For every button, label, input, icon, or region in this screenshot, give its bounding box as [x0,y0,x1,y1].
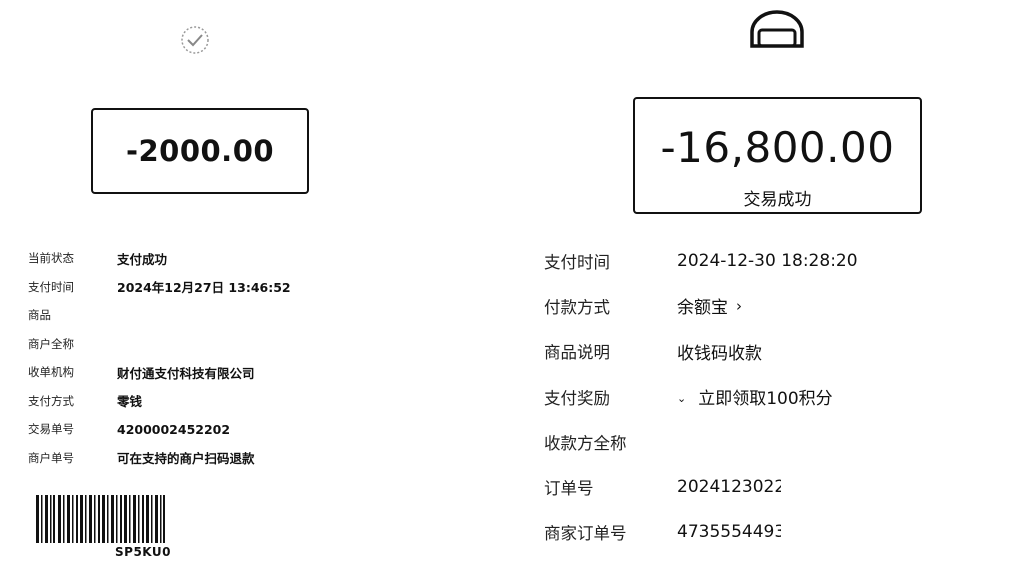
detail-row-payee-name: 收款方全称 [544,419,1014,464]
claim-points-link[interactable]: 立即领取100积分 [698,389,833,410]
detail-value: 2024123022 [677,477,781,498]
detail-label: 收单机构 [28,365,74,380]
detail-row-payment-method[interactable]: 付款方式 余额宝 › [544,283,1014,328]
detail-value: 2024年12月27日 13:46:52 [117,280,291,296]
detail-row-status: 当前状态 支付成功 [28,244,488,273]
detail-label: 支付时间 [544,252,610,272]
detail-label: 商品说明 [544,343,610,363]
detail-row-merchant-order-no: 商家订单号 4735554493 [544,510,1014,555]
detail-label: 商品 [28,308,51,323]
detail-label: 付款方式 [544,297,610,317]
detail-label: 商户全称 [28,336,74,351]
amount-text: -16,800.00 [660,123,895,172]
detail-row-goods-desc: 商品说明 收钱码收款 [544,329,1014,374]
detail-label: 商家订单号 [544,524,627,544]
amount-box: -16,800.00 交易成功 [633,97,922,214]
detail-value[interactable]: 余额宝 [677,298,728,319]
barcode-image [36,495,166,543]
detail-label: 订单号 [544,479,594,499]
chevron-right-icon[interactable]: › [736,296,742,315]
detail-list: 支付时间 2024-12-30 18:28:20 付款方式 余额宝 › 商品说明… [544,238,1014,555]
detail-row-pay-method: 支付方式 零钱 [28,387,488,416]
detail-value: 零钱 [117,394,143,410]
chevron-down-icon[interactable]: ⌄ [677,392,687,406]
detail-label: 支付奖励 [544,388,610,408]
wechat-pay-logo-icon [172,22,218,58]
detail-row-acquirer: 收单机构 财付通支付科技有限公司 [28,358,488,387]
detail-row-merchant-name: 商户全称 [28,330,488,359]
detail-list: 当前状态 支付成功 支付时间 2024年12月27日 13:46:52 商品 商… [28,244,488,472]
amount-text: -2000.00 [125,134,275,168]
detail-row-pay-time: 支付时间 2024-12-30 18:28:20 [544,238,1014,283]
detail-label: 收款方全称 [544,433,627,453]
detail-row-pay-time: 支付时间 2024年12月27日 13:46:52 [28,273,488,302]
detail-value: 财付通支付科技有限公司 [117,365,255,381]
detail-row-goods: 商品 [28,301,488,330]
detail-label: 支付方式 [28,393,74,408]
detail-value: 支付成功 [117,251,168,267]
barcode-caption: SP5KU0 [115,545,171,559]
detail-value: 2024-12-30 18:28:20 [677,250,858,271]
alipay-logo-icon [746,10,808,52]
detail-row-transaction-id: 交易单号 4200002452202 [28,415,488,444]
detail-label: 商户单号 [28,450,74,465]
detail-value: 收钱码收款 [677,343,762,364]
detail-value: 可在支持的商户扫码退款 [117,451,255,467]
detail-label: 交易单号 [28,422,74,437]
detail-row-order-no: 订单号 2024123022 [544,464,1014,509]
detail-value: 4735554493 [677,522,781,543]
detail-row-merchant-order: 商户单号 可在支持的商户扫码退款 [28,444,488,473]
detail-value: 4200002452202 [117,421,231,437]
detail-label: 当前状态 [28,251,74,266]
amount-box: -2000.00 [91,108,309,194]
detail-row-reward[interactable]: 支付奖励 ⌄ 立即领取100积分 [544,374,1014,419]
transaction-status: 交易成功 [743,190,812,210]
detail-label: 支付时间 [28,279,74,294]
